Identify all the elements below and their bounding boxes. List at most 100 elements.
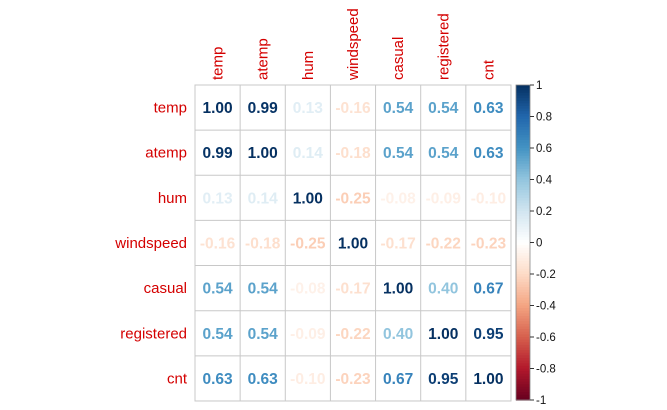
colorbar-segment bbox=[516, 153, 530, 157]
matrix-grid bbox=[195, 85, 511, 401]
colorbar-segment bbox=[516, 350, 530, 354]
cell-value-windspeed-hum: -0.25 bbox=[290, 235, 326, 252]
colorbar-segment bbox=[516, 95, 530, 99]
colorbar-segment bbox=[516, 234, 530, 238]
cell-value-casual-hum: -0.08 bbox=[290, 281, 326, 298]
colorbar-segment bbox=[516, 150, 530, 154]
colorbar-segment bbox=[516, 87, 530, 91]
row-label-casual: casual bbox=[144, 280, 187, 297]
cell-value-atemp-registered: 0.54 bbox=[428, 145, 459, 162]
cell-value-registered-registered: 1.00 bbox=[428, 326, 458, 343]
row-label-atemp: atemp bbox=[145, 145, 187, 162]
colorbar-segment bbox=[516, 389, 530, 393]
colorbar-segment bbox=[516, 323, 530, 328]
colorbar-tick-label: 0.6 bbox=[536, 143, 552, 155]
colorbar-tick-label: -0.4 bbox=[536, 301, 556, 313]
cell-value-hum-windspeed: -0.25 bbox=[335, 190, 371, 207]
colorbar-segment bbox=[516, 224, 530, 228]
colorbar-segment bbox=[516, 305, 530, 309]
colorbar-segment bbox=[516, 108, 530, 112]
colorbar-segment bbox=[516, 255, 530, 259]
colorbar-segment bbox=[516, 271, 530, 275]
colorbar-segment bbox=[516, 232, 530, 236]
colorbar-segment bbox=[516, 274, 530, 278]
colorbar-segment bbox=[516, 106, 530, 110]
colorbar-segment bbox=[516, 85, 530, 89]
cell-value-atemp-atemp: 1.00 bbox=[248, 145, 278, 162]
colorbar-segment bbox=[516, 381, 530, 385]
colorbar-segment bbox=[516, 213, 530, 217]
cell-value-cnt-windspeed: -0.23 bbox=[335, 371, 371, 388]
colorbar-segment bbox=[516, 245, 530, 249]
cell-value-hum-casual: -0.08 bbox=[380, 190, 416, 207]
cell-value-cnt-temp: 0.63 bbox=[202, 371, 233, 388]
cell-value-casual-atemp: 0.54 bbox=[248, 281, 279, 298]
colorbar-segment bbox=[516, 326, 530, 330]
column-label-hum: hum bbox=[300, 51, 317, 80]
column-label-windspeed: windspeed bbox=[345, 8, 362, 81]
colorbar-segment bbox=[516, 360, 530, 364]
cell-value-temp-temp: 1.00 bbox=[202, 100, 232, 117]
row-label-windspeed: windspeed bbox=[114, 235, 187, 252]
colorbar-segment bbox=[516, 394, 530, 398]
colorbar-tick-label: 0.8 bbox=[536, 112, 552, 124]
cell-value-atemp-windspeed: -0.18 bbox=[335, 145, 371, 162]
colorbar-segment bbox=[516, 250, 530, 254]
colorbar-segment bbox=[516, 142, 530, 146]
cell-value-windspeed-windspeed: 1.00 bbox=[338, 235, 368, 252]
cell-value-cnt-registered: 0.95 bbox=[428, 371, 459, 388]
colorbar-segment bbox=[516, 347, 530, 351]
colorbar-segment bbox=[516, 295, 530, 299]
column-label-casual: casual bbox=[390, 37, 407, 80]
colorbar-segment bbox=[516, 321, 530, 325]
cell-value-hum-atemp: 0.14 bbox=[248, 190, 279, 207]
colorbar-segment bbox=[516, 371, 530, 375]
column-label-registered: registered bbox=[435, 13, 452, 80]
cell-value-casual-windspeed: -0.17 bbox=[335, 281, 370, 298]
colorbar-segment bbox=[516, 297, 530, 301]
colorbar-segment bbox=[516, 268, 530, 272]
colorbar-segment bbox=[516, 121, 530, 125]
colorbar-segment bbox=[516, 174, 530, 178]
colorbar-segment bbox=[516, 260, 530, 265]
colorbar-segment bbox=[516, 287, 530, 291]
colorbar-segment bbox=[516, 242, 530, 246]
colorbar-segment bbox=[516, 384, 530, 388]
matrix-cells bbox=[194, 84, 512, 402]
colorbar-segment bbox=[516, 344, 530, 349]
colorbar-segment bbox=[516, 352, 530, 356]
colorbar-segment bbox=[516, 318, 530, 322]
colorbar-segment bbox=[516, 137, 530, 141]
colorbar-tick-label: -0.8 bbox=[536, 364, 556, 376]
colorbar-segment bbox=[516, 129, 530, 133]
cell-value-temp-casual: 0.54 bbox=[383, 100, 414, 117]
cell-value-atemp-cnt: 0.63 bbox=[473, 145, 504, 162]
colorbar-segment bbox=[516, 187, 530, 191]
colorbar-segment bbox=[516, 239, 530, 244]
colorbar-segment bbox=[516, 169, 530, 173]
cell-value-temp-registered: 0.54 bbox=[428, 100, 459, 117]
row-labels: temp atemp hum windspeed casual registered cnt bbox=[114, 100, 188, 388]
colorbar-segment bbox=[516, 302, 530, 307]
cell-value-windspeed-atemp: -0.18 bbox=[245, 235, 281, 252]
colorbar-segment bbox=[516, 339, 530, 343]
colorbar-tick-label: -1 bbox=[536, 395, 546, 407]
colorbar-segment bbox=[516, 124, 530, 128]
cell-value-registered-hum: -0.09 bbox=[290, 326, 326, 343]
row-label-cnt: cnt bbox=[167, 370, 188, 387]
colorbar-segment bbox=[516, 90, 530, 94]
cell-value-windspeed-cnt: -0.23 bbox=[471, 235, 507, 252]
row-label-hum: hum bbox=[158, 190, 187, 207]
colorbar-segment bbox=[516, 247, 530, 251]
colorbar-segment bbox=[516, 190, 530, 194]
colorbar-segment bbox=[516, 226, 530, 230]
colorbar-segment bbox=[516, 221, 530, 225]
cell-value-registered-atemp: 0.54 bbox=[248, 326, 279, 343]
colorbar-segment bbox=[516, 103, 530, 107]
colorbar-segment bbox=[516, 281, 530, 286]
cell-value-hum-hum: 1.00 bbox=[293, 190, 323, 207]
colorbar-segment bbox=[516, 176, 530, 181]
colorbar-segment bbox=[516, 195, 530, 199]
colorbar-tick-label: -0.2 bbox=[536, 269, 556, 281]
